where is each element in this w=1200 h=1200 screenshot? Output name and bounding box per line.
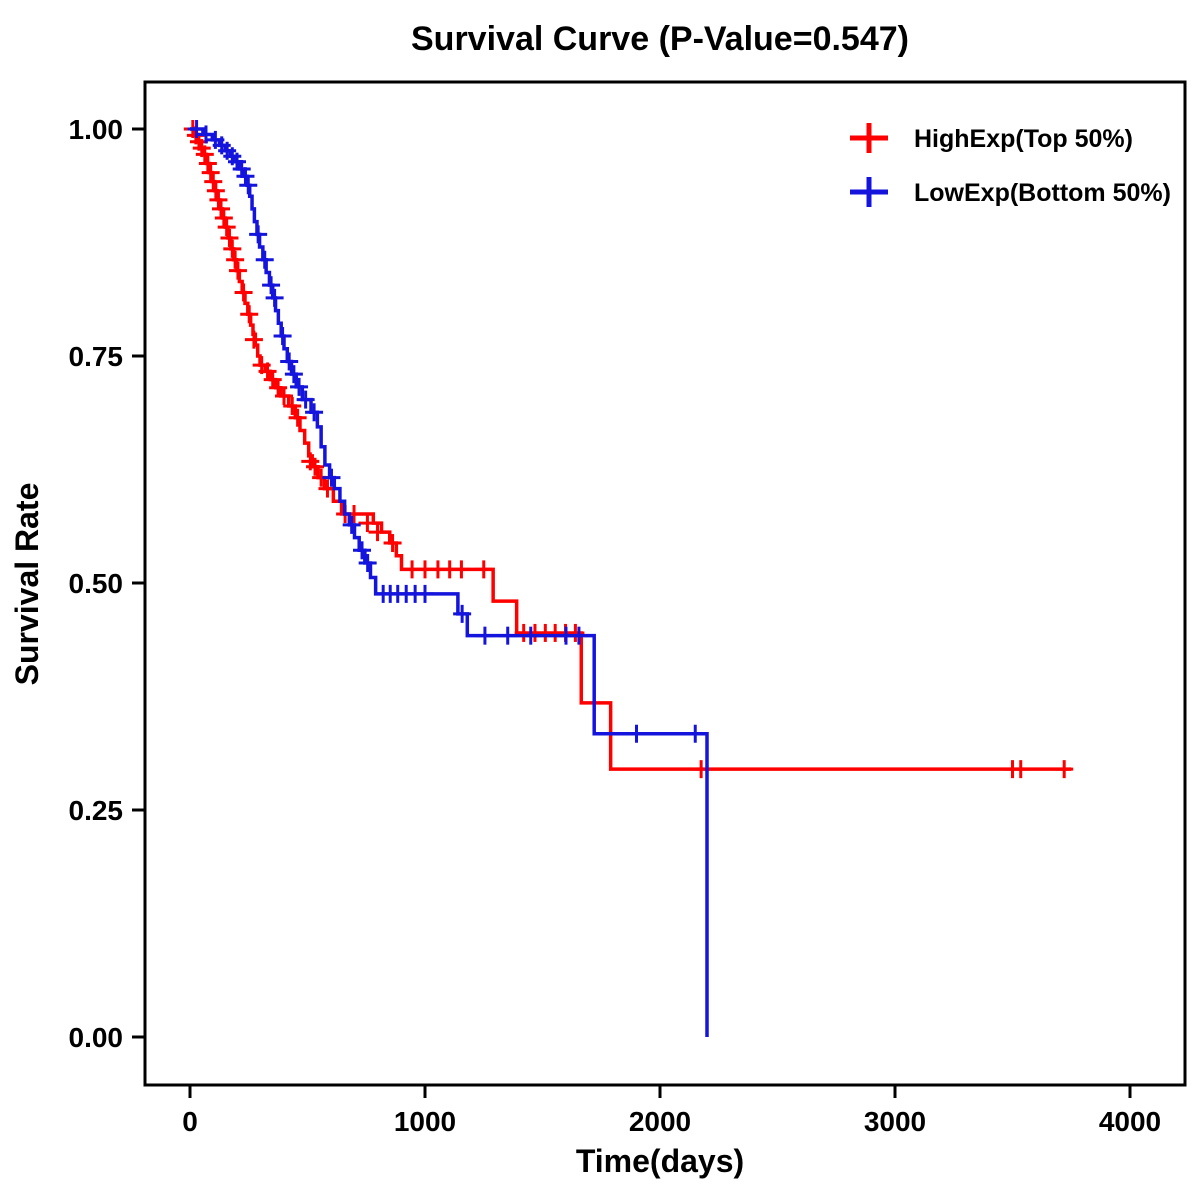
km-curve-1 [190,127,709,1037]
y-tick-label: 0.50 [69,568,124,599]
x-axis-title: Time(days) [576,1143,744,1179]
x-tick-label: 2000 [629,1106,691,1137]
censor-marks-0 [183,120,1074,779]
y-tick-label: 0.25 [69,795,124,826]
x-tick-label: 4000 [1099,1106,1161,1137]
plot-area: 0 1000 2000 3000 4000 0.00 0.25 0.50 0.75 1.00 Hig… [69,80,1187,1137]
x-tick-label: 3000 [864,1106,926,1137]
y-tick-label: 1.00 [69,114,124,145]
x-tick-label: 0 [182,1106,198,1137]
y-axis-title: Survival Rate [9,483,45,686]
y-tick-label: 0.00 [69,1022,124,1053]
y-tick-label: 0.75 [69,341,124,372]
legend-label-0: HighExp(Top 50%) [914,125,1133,153]
plot-border [143,80,1187,1087]
x-tick-label: 1000 [394,1106,456,1137]
km-curve-0 [190,127,1072,771]
legend-label-1: LowExp(Bottom 50%) [914,179,1171,207]
legend-item-0: HighExp(Top 50%) [850,123,1133,153]
chart-title: Survival Curve (P-Value=0.547) [411,20,909,58]
censor-marks-1 [187,120,705,743]
legend-item-1: LowExp(Bottom 50%) [850,177,1171,207]
